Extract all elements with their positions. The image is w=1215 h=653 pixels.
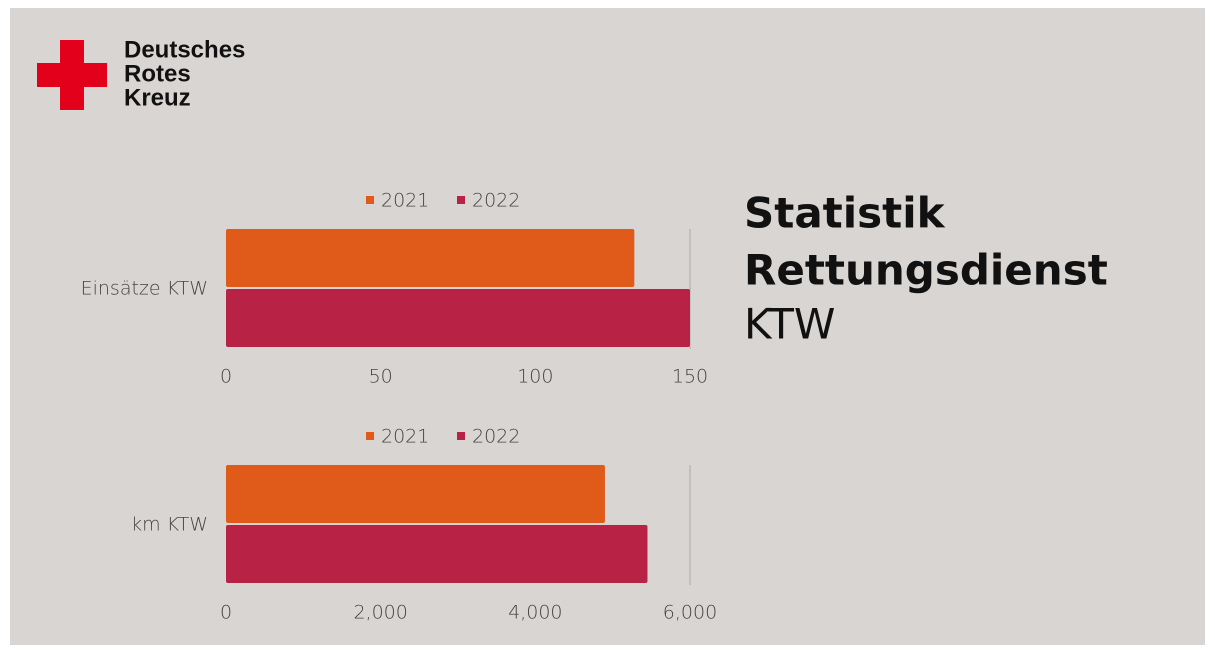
x-tick-label: 0 [220, 602, 232, 624]
x-tick-label: 150 [672, 366, 708, 388]
x-tick-label: 2,000 [353, 602, 407, 624]
legend-label: 2021 [381, 190, 429, 212]
legend-label: 2022 [472, 190, 520, 212]
logo-text: Deutsches [124, 36, 245, 63]
heading: Rettungsdienst [744, 246, 1108, 295]
bar [226, 525, 648, 583]
category-label: km KTW [131, 514, 208, 536]
x-tick-label: 50 [369, 366, 393, 388]
heading: KTW [744, 300, 835, 349]
bar [226, 229, 635, 287]
legend-swatch [366, 432, 374, 440]
legend-swatch [457, 196, 465, 204]
heading: Statistik [744, 189, 946, 238]
x-tick-label: 4,000 [508, 602, 562, 624]
logo: Deutsches Rotes Kreuz [37, 36, 245, 111]
x-tick-label: 6,000 [663, 602, 717, 624]
legend-label: 2021 [381, 426, 429, 448]
cross-horizontal [37, 63, 107, 87]
bar [226, 465, 605, 523]
category-label: Einsätze KTW [81, 278, 208, 300]
x-tick-label: 0 [220, 366, 232, 388]
x-tick-label: 100 [517, 366, 553, 388]
legend-label: 2022 [472, 426, 520, 448]
legend-swatch [457, 432, 465, 440]
bar [226, 289, 690, 347]
logo-text: Rotes [124, 60, 191, 87]
logo-text: Kreuz [124, 84, 191, 111]
legend-swatch [366, 196, 374, 204]
